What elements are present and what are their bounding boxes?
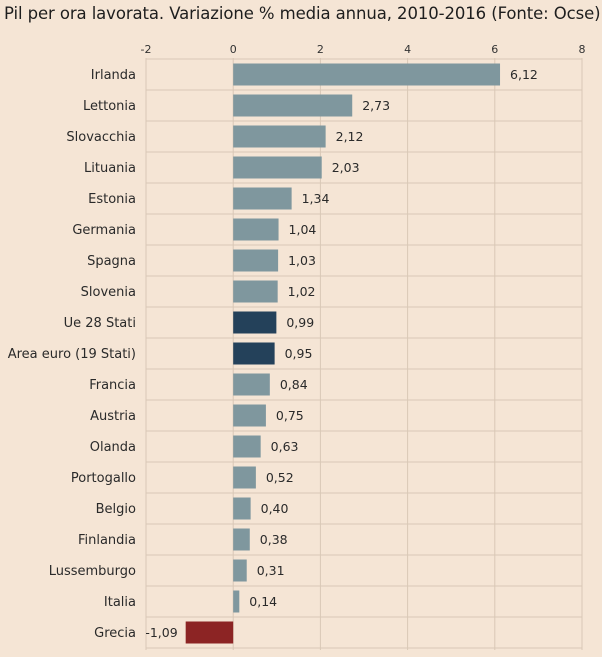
category-label: Italia [104, 595, 136, 610]
bar [233, 435, 261, 458]
category-label: Olanda [90, 440, 136, 455]
category-label: Irlanda [91, 68, 136, 83]
category-label: Lussemburgo [49, 564, 136, 579]
value-label: 0,75 [276, 408, 304, 423]
value-label: 1,02 [288, 284, 316, 299]
x-tick-label: 2 [317, 43, 324, 56]
category-label: Finlandia [78, 533, 136, 548]
bar [233, 156, 322, 179]
category-label: Slovenia [81, 285, 136, 300]
bar [233, 94, 353, 117]
x-tick-label: 4 [404, 43, 411, 56]
category-label: Belgio [96, 502, 136, 517]
category-label: Austria [90, 409, 136, 424]
category-label: Francia [89, 378, 136, 393]
value-label: 2,12 [336, 129, 364, 144]
x-tick-label: 0 [230, 43, 237, 56]
value-label: 6,12 [510, 67, 538, 82]
bar [233, 559, 247, 582]
bar [233, 63, 501, 86]
value-label: 0,38 [260, 532, 288, 547]
category-label: Lettonia [83, 99, 136, 114]
value-label: 0,95 [285, 346, 313, 361]
category-label: Slovacchia [66, 130, 136, 145]
bar [233, 590, 240, 613]
bar [233, 125, 326, 148]
value-label: 2,73 [362, 98, 390, 113]
bar [233, 218, 279, 241]
value-label: 0,14 [249, 594, 277, 609]
category-label: Grecia [94, 626, 136, 641]
category-label: Lituania [84, 161, 136, 176]
category-label: Ue 28 Stati [64, 316, 136, 331]
bar [233, 466, 256, 489]
value-label: -1,09 [145, 625, 177, 640]
bar [233, 373, 270, 396]
bar [233, 187, 292, 210]
x-tick-label: -2 [141, 43, 152, 56]
value-label: 0,40 [261, 501, 289, 516]
value-label: 1,03 [288, 253, 316, 268]
value-label: 0,99 [286, 315, 314, 330]
category-label: Estonia [88, 192, 136, 207]
category-label: Germania [72, 223, 136, 238]
bar [233, 311, 277, 334]
value-label: 0,63 [271, 439, 299, 454]
bar [233, 342, 275, 365]
value-label: 1,04 [289, 222, 317, 237]
value-label: 0,52 [266, 470, 294, 485]
value-label: 1,34 [302, 191, 330, 206]
bar [233, 528, 250, 551]
bar [233, 404, 266, 427]
bar [233, 249, 279, 272]
category-label: Area euro (19 Stati) [8, 347, 136, 362]
bar [185, 621, 234, 644]
x-tick-label: 6 [491, 43, 498, 56]
bar [233, 497, 251, 520]
value-label: 0,84 [280, 377, 308, 392]
category-label: Portogallo [71, 471, 136, 486]
value-label: 0,31 [257, 563, 285, 578]
value-label: 2,03 [332, 160, 360, 175]
bar [233, 280, 278, 303]
category-label: Spagna [87, 254, 136, 269]
x-tick-label: 8 [579, 43, 586, 56]
chart-title: Pil per ora lavorata. Variazione % media… [4, 4, 601, 23]
